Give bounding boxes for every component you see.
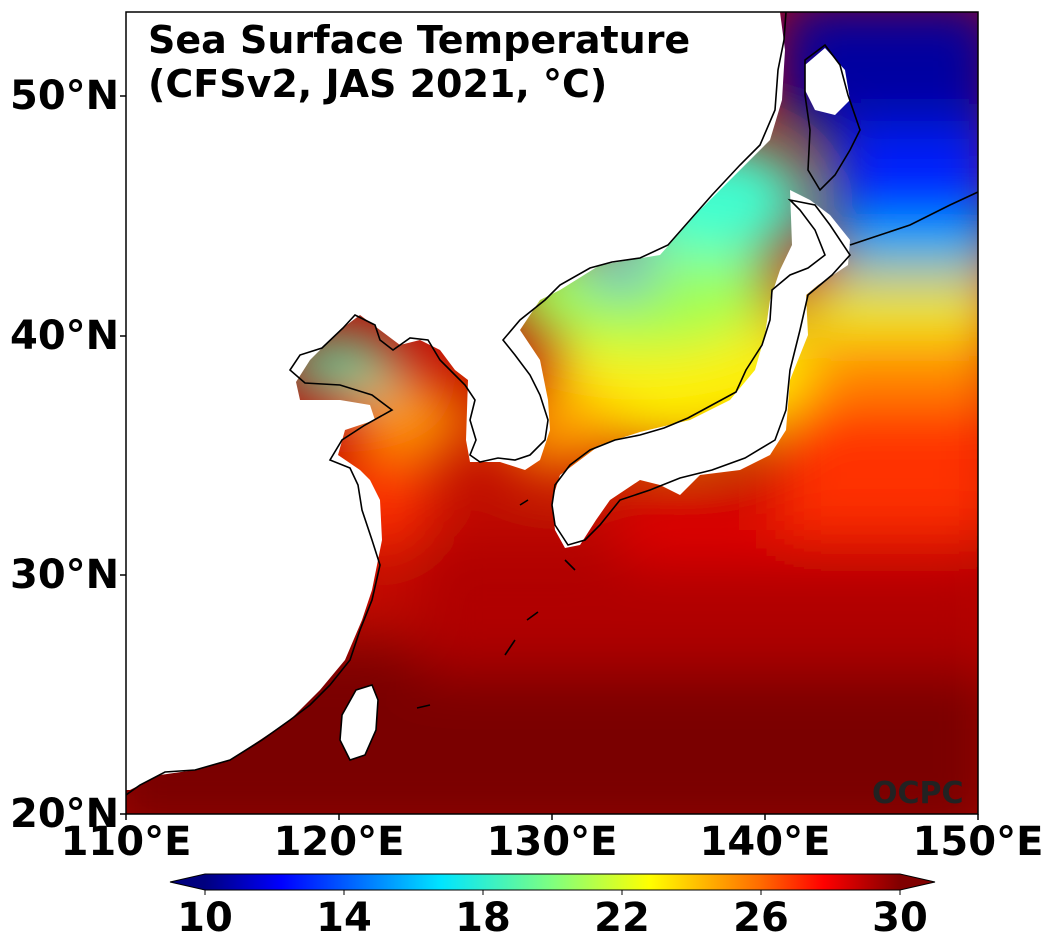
lon-label-150: 150°E xyxy=(912,819,1044,865)
lon-label-120: 120°E xyxy=(273,819,405,865)
coastlines xyxy=(125,11,979,796)
title-line-1: Sea Surface Temperature xyxy=(148,18,691,62)
colorbar xyxy=(169,873,936,895)
lon-label-140: 140°E xyxy=(699,819,831,865)
lat-label-30: 30°N xyxy=(10,552,120,598)
colorbar-tick-18: 18 xyxy=(455,895,511,941)
lon-label-110: 110°E xyxy=(60,819,192,865)
lat-label-50: 50°N xyxy=(10,73,120,119)
lon-label-130: 130°E xyxy=(486,819,618,865)
lat-label-40: 40°N xyxy=(10,313,120,359)
axis-ticks xyxy=(120,95,979,820)
colorbar-tick-22: 22 xyxy=(594,895,650,941)
credit-label: OCPC xyxy=(872,776,964,811)
colorbar-gradient xyxy=(205,874,900,890)
colorbar-tick-14: 14 xyxy=(316,895,372,941)
land-mask xyxy=(126,12,850,790)
colorbar-low-extend xyxy=(170,874,205,890)
colorbar-tick-26: 26 xyxy=(733,895,789,941)
colorbar-tick-30: 30 xyxy=(872,895,928,941)
colorbar-high-extend xyxy=(900,874,935,890)
lat-label-20: 20°N xyxy=(10,791,120,837)
title-line-2: (CFSv2, JAS 2021, °C) xyxy=(148,62,608,106)
map-title: Sea Surface Temperature (CFSv2, JAS 2021… xyxy=(148,18,690,106)
colorbar-tick-10: 10 xyxy=(177,895,233,941)
